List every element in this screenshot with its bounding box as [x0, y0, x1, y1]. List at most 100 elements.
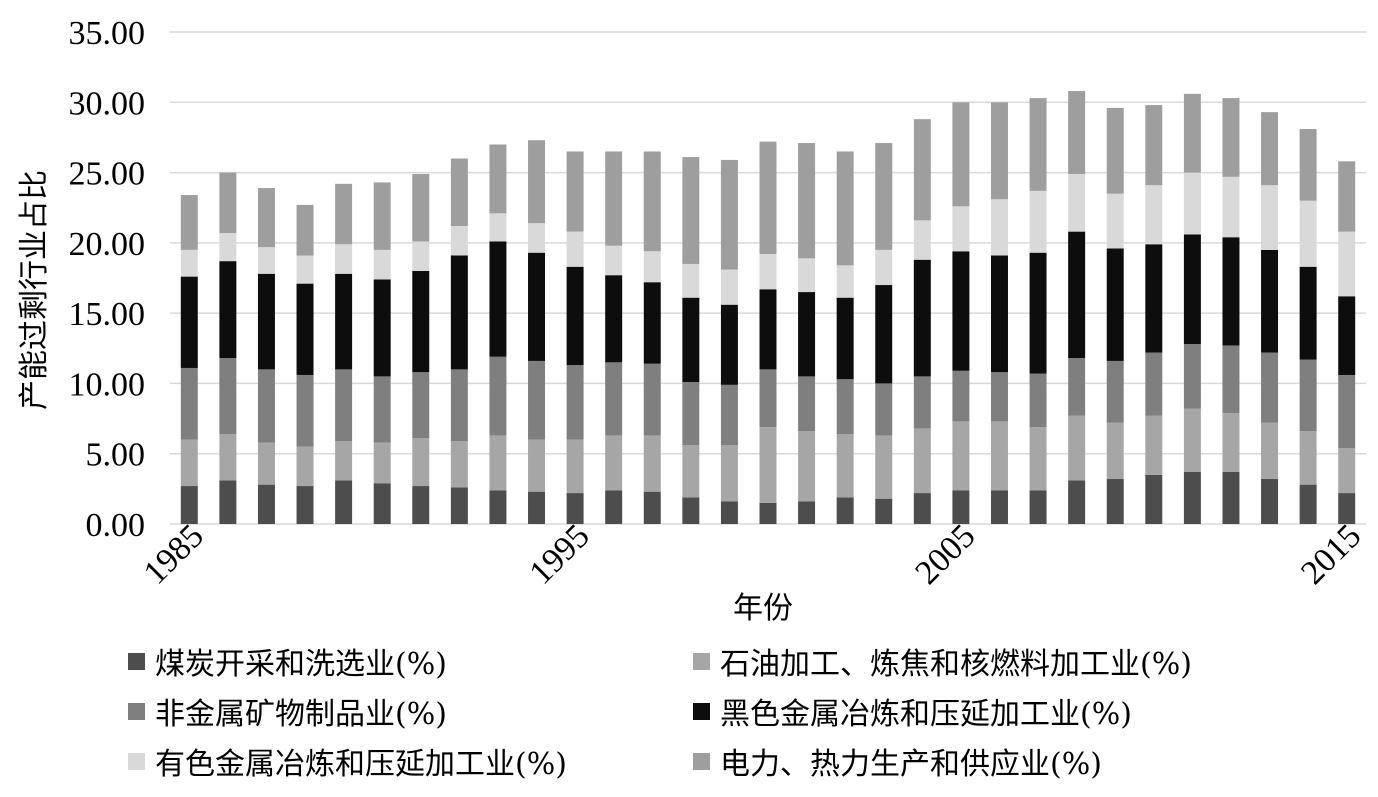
bar-segment-2013-s3: [1261, 249, 1279, 353]
bar-segment-1987-s3: [257, 273, 275, 370]
bar-segment-2013-s1: [1261, 422, 1279, 480]
bar-segment-2015-s5: [1338, 161, 1356, 232]
bar-segment-1989-s4: [335, 244, 353, 274]
bar-segment-2014-s5: [1299, 128, 1317, 201]
bar-segment-2005-s2: [952, 370, 970, 422]
bar-segment-1990-s5: [373, 182, 391, 250]
bar-segment-2007-s4: [1029, 190, 1047, 253]
bar-segment-2003-s3: [875, 285, 893, 384]
bar-segment-1995-s3: [566, 266, 584, 366]
bar-segment-2002-s4: [836, 265, 854, 298]
bar-segment-1999-s4: [720, 269, 738, 305]
bar-segment-2013-s5: [1261, 112, 1279, 186]
bar-segment-2001-s2: [798, 376, 816, 432]
bar-segment-1993-s5: [489, 144, 507, 214]
bar-segment-2005-s5: [952, 102, 970, 207]
bar-segment-2014-s0: [1299, 484, 1317, 524]
bar-segment-1996-s3: [605, 275, 623, 363]
bar-segment-2012-s3: [1222, 237, 1240, 346]
bar-segment-2000-s1: [759, 427, 777, 503]
legend-item-ferrous-metals: 黑色金属冶炼和压延加工业(%): [693, 686, 1132, 736]
bar-segment-2001-s1: [798, 431, 816, 502]
legend-swatch-nonferrous-metals: [128, 752, 145, 770]
bar-segment-1990-s3: [373, 279, 391, 377]
bar-segment-2015-s1: [1338, 448, 1356, 494]
bar-segment-1987-s1: [257, 442, 275, 485]
bar-segment-1997-s2: [643, 363, 661, 436]
bar-segment-1986-s1: [219, 434, 237, 481]
bar-segment-1998-s0: [682, 497, 700, 524]
bar-segment-1988-s0: [296, 486, 314, 524]
bar-segment-1985-s5: [180, 195, 198, 250]
bar-segment-2005-s0: [952, 490, 970, 524]
bar-segment-2002-s0: [836, 497, 854, 524]
bar-segment-2008-s1: [1068, 415, 1086, 481]
bar-segment-1999-s1: [720, 445, 738, 502]
bar-segment-1992-s2: [450, 369, 468, 442]
legend-label-power-heat: 电力、热力生产和供应业(%): [720, 747, 1102, 782]
bar-segment-1990-s2: [373, 376, 391, 443]
bar-segment-1994-s3: [528, 252, 546, 361]
legend-label-petroleum: 石油加工、炼焦和核燃料加工业(%): [720, 647, 1192, 682]
bar-segment-2008-s4: [1068, 173, 1086, 232]
bar-segment-1985-s3: [180, 276, 198, 368]
bar-segment-2001-s5: [798, 143, 816, 259]
bar-segment-1986-s5: [219, 172, 237, 234]
bar-segment-1990-s1: [373, 442, 391, 484]
bar-segment-2000-s4: [759, 254, 777, 290]
bar-segment-1988-s1: [296, 446, 314, 487]
legend-swatch-petroleum: [693, 652, 710, 670]
bar-segment-2009-s1: [1106, 422, 1124, 480]
bar-segment-1992-s0: [450, 487, 468, 524]
bar-segment-2001-s3: [798, 292, 816, 377]
bar-segment-2012-s0: [1222, 471, 1240, 524]
y-tick-label: 10.00: [69, 366, 146, 403]
legend-item-nonferrous-metals: 有色金属冶炼和压延加工业(%): [128, 736, 567, 786]
bar-segment-1991-s3: [412, 270, 430, 373]
x-tick-label: 1985: [137, 517, 211, 591]
bar-segment-1998-s3: [682, 297, 700, 383]
bar-segment-1987-s4: [257, 247, 275, 274]
bar-segment-2010-s5: [1145, 105, 1163, 186]
bar-segment-2006-s3: [990, 255, 1008, 373]
bar-segment-1988-s2: [296, 374, 314, 447]
bar-segment-2005-s1: [952, 421, 970, 491]
bar-segment-2003-s0: [875, 498, 893, 524]
x-axis-title: 年份: [733, 591, 793, 626]
bar-segment-2006-s5: [990, 102, 1008, 200]
bar-segment-2015-s4: [1338, 231, 1356, 297]
bar-segment-1993-s3: [489, 241, 507, 357]
bar-segment-2000-s3: [759, 289, 777, 370]
bar-segment-2011-s1: [1183, 408, 1201, 472]
bar-segment-2009-s5: [1106, 107, 1124, 194]
bar-segment-1996-s0: [605, 490, 623, 524]
bar-segment-2010-s0: [1145, 474, 1163, 524]
legend-swatch-power-heat: [693, 752, 710, 770]
bar-segment-2007-s3: [1029, 252, 1047, 374]
bar-segment-2007-s0: [1029, 490, 1047, 524]
x-tick-label: 2005: [908, 517, 982, 591]
bar-segment-2015-s0: [1338, 493, 1356, 524]
bar-segment-1993-s0: [489, 490, 507, 524]
bar-segment-1987-s5: [257, 188, 275, 248]
bar-segment-2009-s0: [1106, 479, 1124, 524]
y-tick-label: 5.00: [86, 437, 146, 474]
bar-segment-2001-s4: [798, 258, 816, 293]
bar-segment-1986-s4: [219, 233, 237, 262]
bar-segment-1995-s1: [566, 439, 584, 494]
legend-label-ferrous-metals: 黑色金属冶炼和压延加工业(%): [720, 697, 1132, 732]
bar-segment-1992-s5: [450, 158, 468, 226]
bar-segment-2004-s3: [913, 259, 931, 377]
y-tick-label: 25.00: [69, 156, 146, 193]
bar-segment-2004-s0: [913, 493, 931, 524]
bar-segment-2002-s1: [836, 434, 854, 498]
bar-segment-2000-s5: [759, 141, 777, 255]
legend-item-coal: 煤炭开采和洗选业(%): [128, 636, 447, 686]
bar-segment-2000-s0: [759, 502, 777, 524]
bar-segment-1993-s4: [489, 213, 507, 242]
bar-segment-2010-s1: [1145, 415, 1163, 475]
bar-segment-1988-s5: [296, 204, 314, 256]
legend-item-power-heat: 电力、热力生产和供应业(%): [693, 736, 1102, 786]
bar-segment-2002-s5: [836, 151, 854, 266]
bar-segment-1994-s2: [528, 360, 546, 440]
